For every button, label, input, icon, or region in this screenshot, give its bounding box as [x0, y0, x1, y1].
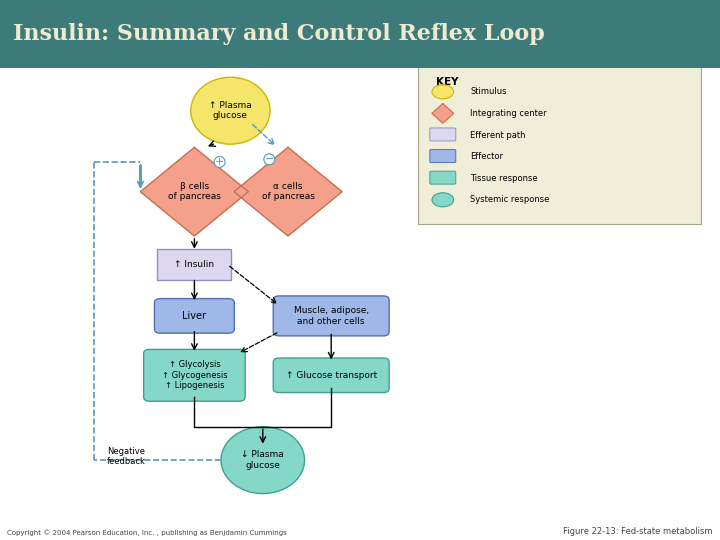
Text: Stimulus: Stimulus	[470, 87, 507, 96]
Polygon shape	[140, 147, 248, 236]
Ellipse shape	[432, 85, 454, 99]
Text: Systemic response: Systemic response	[470, 195, 549, 204]
Polygon shape	[234, 147, 342, 236]
Text: KEY: KEY	[436, 77, 458, 87]
FancyBboxPatch shape	[144, 349, 245, 401]
Text: −: −	[264, 154, 274, 164]
Ellipse shape	[191, 77, 270, 144]
FancyBboxPatch shape	[418, 65, 701, 224]
FancyBboxPatch shape	[158, 249, 232, 280]
Text: Negative
feedback: Negative feedback	[107, 447, 145, 466]
Text: ↑ Plasma
glucose: ↑ Plasma glucose	[209, 101, 252, 120]
FancyBboxPatch shape	[155, 299, 235, 333]
Text: Efferent path: Efferent path	[470, 131, 526, 139]
FancyBboxPatch shape	[274, 296, 389, 336]
Text: Figure 22-13: Fed-state metabolism: Figure 22-13: Fed-state metabolism	[563, 526, 713, 536]
Text: ↑ Glucose transport: ↑ Glucose transport	[286, 371, 377, 380]
FancyBboxPatch shape	[274, 358, 389, 393]
Polygon shape	[432, 104, 454, 123]
Text: Muscle, adipose,
and other cells: Muscle, adipose, and other cells	[294, 306, 369, 326]
FancyBboxPatch shape	[430, 171, 456, 184]
Ellipse shape	[221, 427, 305, 494]
Text: Tissue response: Tissue response	[470, 174, 538, 183]
Text: ↑ Glycolysis
↑ Glycogenesis
↑ Lipogenesis: ↑ Glycolysis ↑ Glycogenesis ↑ Lipogenesi…	[161, 360, 228, 390]
Text: +: +	[215, 157, 225, 167]
Ellipse shape	[432, 193, 454, 207]
Text: ↓ Plasma
glucose: ↓ Plasma glucose	[241, 450, 284, 470]
Text: β cells
of pancreas: β cells of pancreas	[168, 182, 221, 201]
Text: Insulin: Summary and Control Reflex Loop: Insulin: Summary and Control Reflex Loop	[13, 23, 545, 45]
Text: Copyright © 2004 Pearson Education, Inc. , publishing as Benjdamin Cummings: Copyright © 2004 Pearson Education, Inc.…	[7, 529, 287, 536]
Text: α cells
of pancreas: α cells of pancreas	[261, 182, 315, 201]
Text: Effector: Effector	[470, 152, 503, 161]
FancyBboxPatch shape	[430, 150, 456, 163]
FancyBboxPatch shape	[0, 0, 720, 68]
Text: Integrating center: Integrating center	[470, 109, 546, 118]
Text: Liver: Liver	[182, 311, 207, 321]
Text: ↑ Insulin: ↑ Insulin	[174, 260, 215, 269]
FancyBboxPatch shape	[430, 128, 456, 141]
